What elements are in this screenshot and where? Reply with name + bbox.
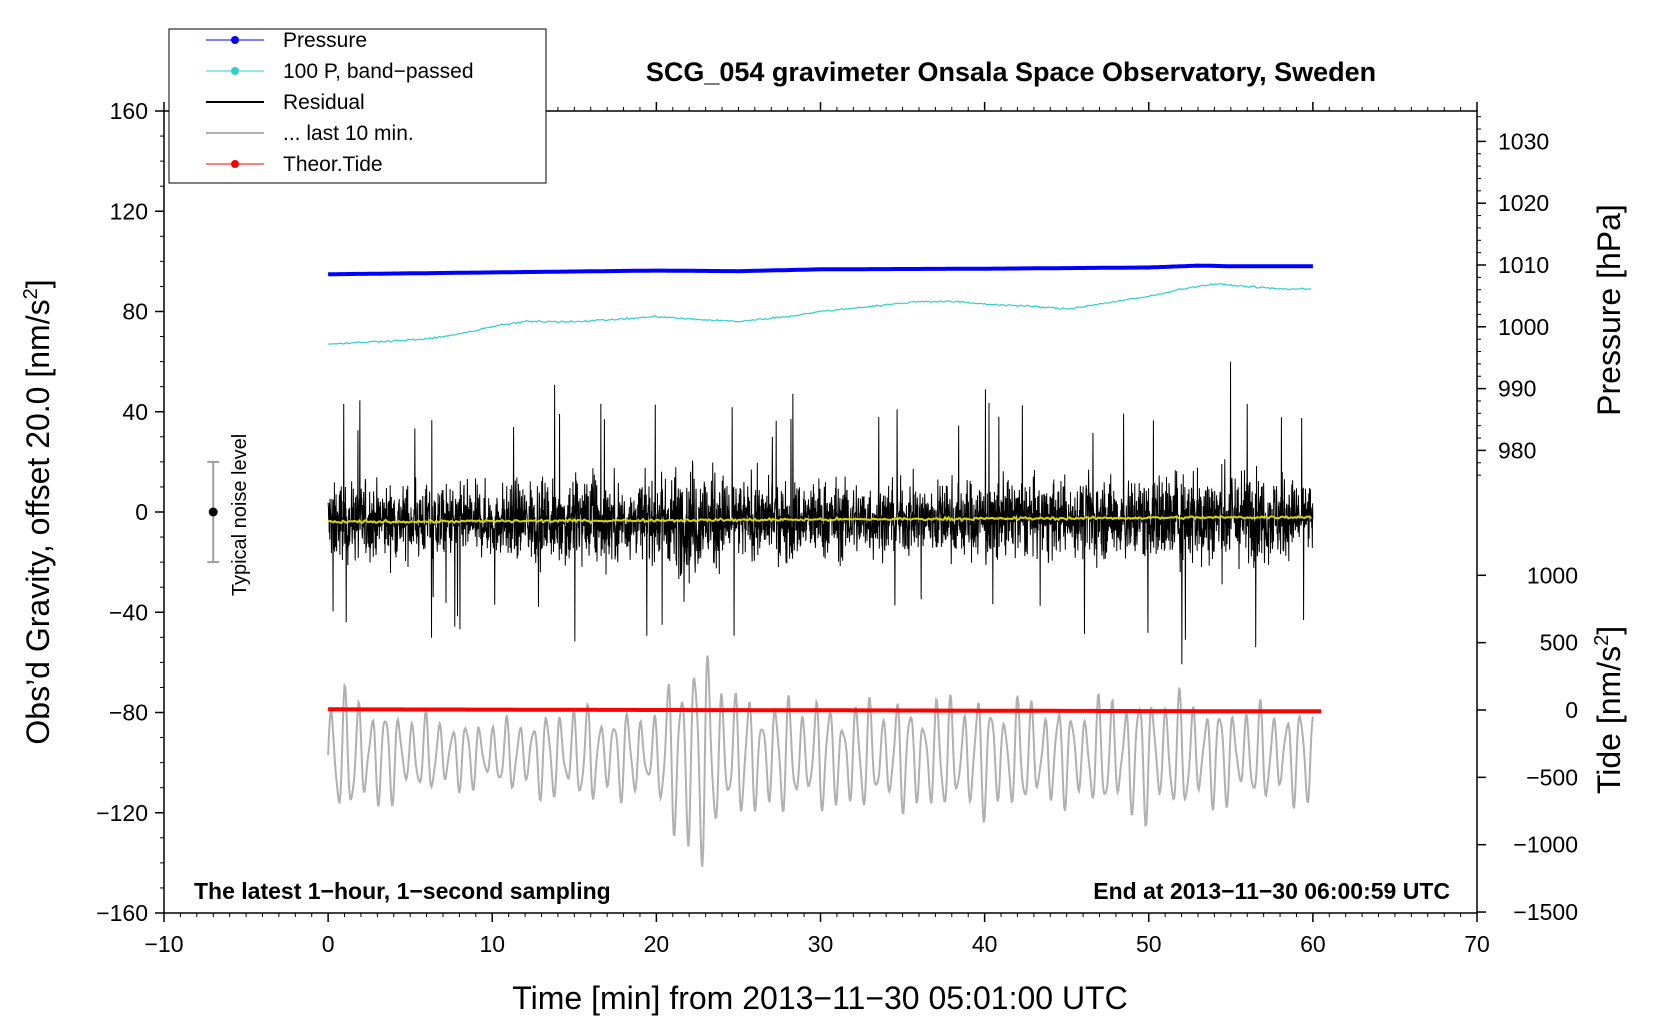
pressure-tick-labels: 1030 1020 1010 1000 990 980: [1498, 128, 1549, 463]
y-tick-label: −160: [96, 900, 148, 926]
chart-title: SCG_054 gravimeter Onsala Space Observat…: [646, 57, 1376, 87]
x-tick-label: 10: [479, 931, 505, 957]
noise-level-label: Typical noise level: [229, 434, 251, 596]
y-tick-label: −80: [109, 700, 148, 726]
noise-bar-center: [208, 507, 218, 517]
y-tick-label: −40: [109, 599, 148, 625]
y-tick-label: 80: [122, 299, 148, 325]
y-axis-title-left-end: ]: [20, 279, 56, 288]
x-tick-label: 0: [322, 931, 335, 957]
legend-label: 100 P, band−passed: [283, 60, 474, 83]
legend-label: Theor.Tide: [283, 153, 383, 176]
y-axis-title-left-sup: 2: [20, 288, 42, 299]
legend-box: [168, 28, 547, 184]
y-axis-title-left: Obs’d Gravity, offset 20.0 [nm/s2]: [20, 279, 56, 744]
legend: Pressure 100 P, band−passed Residual ... la…: [168, 28, 547, 184]
y-tick-label: 120: [110, 198, 148, 224]
legend-label: Pressure: [283, 29, 367, 52]
legend-entries: Pressure 100 P, band−passed Residual ... la…: [206, 29, 474, 176]
tide-tick-label: 500: [1540, 630, 1578, 656]
series-residual-smoothed: [327, 514, 1312, 525]
series-layer: [327, 263, 1322, 867]
y-axis-title-left-main: Obs’d Gravity, offset 20.0 [nm/s: [20, 299, 56, 744]
tide-tick-label: 0: [1565, 697, 1578, 723]
x-tick-label: 70: [1464, 931, 1490, 957]
x-tick-label: −10: [144, 931, 183, 957]
y-tick-labels-left: 160 120 80 40 0 −40 −80 −120 −160: [96, 98, 148, 926]
y-axis-title-tide-sup: 2: [1591, 635, 1613, 646]
legend-label: Residual: [283, 91, 365, 114]
pressure-tick-label: 1030: [1498, 128, 1549, 154]
x-tick-label: 40: [972, 931, 998, 957]
noise-level-bar: [207, 460, 220, 564]
y-tick-label: 40: [122, 399, 148, 425]
legend-label: ... last 10 min.: [283, 122, 414, 145]
x-tick-label: 60: [1300, 931, 1326, 957]
pressure-tick-label: 1000: [1498, 314, 1549, 340]
pressure-tick-label: 980: [1498, 437, 1536, 463]
tide-tick-label: −1500: [1513, 899, 1578, 925]
y-tick-label: −120: [96, 800, 148, 826]
tide-tick-label: −1000: [1513, 832, 1578, 858]
annotation-bottom-left: The latest 1−hour, 1−second sampling: [194, 878, 611, 904]
y-axis-title-pressure: Pressure [hPa]: [1591, 204, 1627, 416]
tide-tick-labels: 1000 500 0 −500 −1000 −1500: [1513, 562, 1578, 925]
series-pressure: [328, 263, 1313, 277]
x-tick-label: 50: [1136, 931, 1162, 957]
tide-tick-label: 1000: [1527, 562, 1578, 588]
y-axis-title-tide-main: Tide [nm/s: [1591, 646, 1627, 794]
y-tick-label: 0: [135, 499, 148, 525]
y-tick-label: 160: [110, 98, 148, 124]
series-100p-band-passed: [327, 282, 1312, 345]
x-tick-label: 30: [808, 931, 834, 957]
x-tick-labels: −10 0 10 20 30 40 50 60 70: [144, 931, 1489, 957]
legend-marker: [231, 67, 239, 75]
pressure-tick-label: 990: [1498, 376, 1536, 402]
series-theor-tide: [328, 707, 1322, 714]
tide-tick-label: −500: [1526, 764, 1578, 790]
x-axis-title: Time [min] from 2013−11−30 05:01:00 UTC: [512, 980, 1127, 1016]
legend-marker: [231, 36, 239, 44]
series-last-10-min: [327, 655, 1314, 867]
y-axis-title-tide: Tide [nm/s2]: [1591, 626, 1627, 794]
pressure-tick-label: 1010: [1498, 252, 1549, 278]
y-axis-title-tide-end: ]: [1591, 626, 1627, 635]
annotation-bottom-right: End at 2013−11−30 06:00:59 UTC: [1093, 878, 1450, 904]
pressure-tick-label: 1020: [1498, 190, 1549, 216]
series-residual: [327, 361, 1314, 665]
x-tick-label: 20: [644, 931, 670, 957]
legend-marker: [231, 160, 239, 168]
